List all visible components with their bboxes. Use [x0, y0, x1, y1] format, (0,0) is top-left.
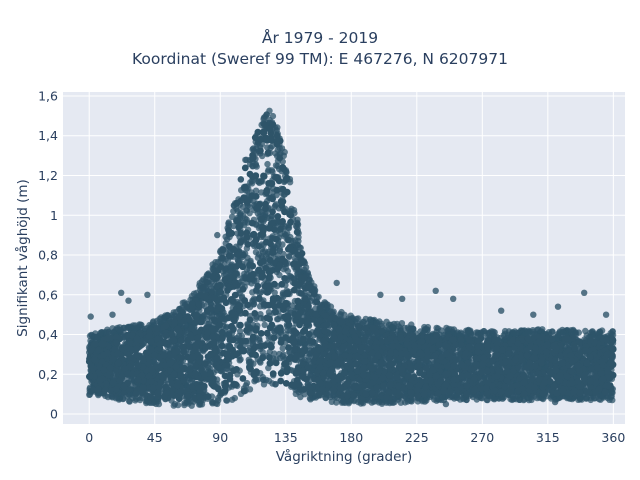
- scatter-point: [155, 400, 163, 408]
- scatter-point: [198, 401, 206, 408]
- scatter-point: [279, 345, 286, 352]
- scatter-point: [214, 394, 222, 402]
- scatter-point: [102, 329, 109, 336]
- scatter-point: [284, 230, 291, 237]
- scatter-point: [268, 143, 276, 150]
- scatter-point: [247, 179, 254, 186]
- chart-title-line-1: År 1979 - 2019: [261, 29, 379, 47]
- scatter-point: [230, 222, 237, 230]
- scatter-point: [263, 376, 270, 384]
- scatter-point: [307, 371, 314, 378]
- scatter-point: [253, 163, 260, 170]
- scatter-point: [271, 350, 278, 357]
- scatter-point: [238, 332, 246, 340]
- scatter-point: [341, 311, 348, 318]
- scatter-point: [190, 290, 198, 297]
- scatter-point: [360, 318, 367, 325]
- scatter-point: [272, 201, 280, 208]
- scatter-point: [478, 395, 486, 402]
- scatter-point: [223, 397, 230, 404]
- scatter-point: [582, 327, 589, 335]
- scatter-point: [460, 395, 467, 403]
- scatter-point: [598, 327, 606, 334]
- scatter-point: [264, 160, 271, 168]
- scatter-point: [181, 401, 188, 409]
- scatter-point: [276, 350, 283, 358]
- scatter-point: [439, 394, 446, 401]
- scatter-point: [137, 321, 144, 328]
- scatter-point: [250, 300, 258, 307]
- scatter-point: [259, 152, 266, 160]
- chart-title-line-2: Koordinat (Sweref 99 TM): E 467276, N 62…: [132, 50, 508, 68]
- scatter-point: [490, 328, 497, 335]
- scatter-point: [285, 252, 293, 260]
- scatter-point: [119, 395, 127, 403]
- scatter-point: [276, 247, 283, 254]
- scatter-point: [293, 223, 301, 231]
- scatter-point: [257, 311, 264, 318]
- scatter-point: [501, 327, 509, 335]
- scatter-point: [252, 315, 260, 322]
- scatter-point: [480, 328, 488, 335]
- scatter-point: [237, 176, 245, 183]
- scatter-point: [529, 327, 537, 334]
- scatter-point: [150, 357, 158, 365]
- scatter-point: [236, 357, 243, 364]
- scatter-point: [126, 397, 133, 405]
- scatter-point: [229, 396, 236, 403]
- scatter-point: [295, 237, 302, 245]
- scatter-point: [263, 111, 270, 118]
- scatter-point: [276, 271, 283, 279]
- scatter-point: [404, 398, 411, 405]
- scatter-point: [491, 396, 498, 403]
- scatter-point: [443, 324, 450, 332]
- scatter-point: [214, 400, 221, 408]
- scatter-point: [254, 376, 261, 383]
- scatter-point: [240, 212, 247, 219]
- scatter-point: [261, 321, 268, 329]
- scatter-point: [516, 396, 523, 403]
- scatter-point: [424, 323, 432, 331]
- scatter-point: [258, 245, 265, 253]
- scatter-point: [373, 319, 381, 326]
- scatter-point: [375, 399, 382, 406]
- scatter-points: [85, 107, 617, 409]
- scatter-point: [589, 328, 596, 335]
- scatter-point: [438, 327, 445, 334]
- scatter-point: [225, 330, 233, 337]
- scatter-point: [345, 400, 352, 407]
- scatter-point: [524, 394, 531, 402]
- scatter-point: [272, 162, 280, 169]
- scatter-point: [324, 301, 331, 308]
- scatter-point: [271, 289, 278, 296]
- scatter-point: [256, 335, 263, 342]
- scatter-point: [328, 398, 335, 405]
- scatter-point: [88, 332, 96, 339]
- scatter-point: [252, 187, 260, 194]
- scatter-point: [407, 325, 415, 332]
- scatter-point: [150, 318, 157, 325]
- scatter-point: [389, 324, 396, 331]
- scatter-point: [86, 391, 93, 398]
- scatter-point: [591, 395, 598, 402]
- scatter-point: [383, 324, 390, 331]
- scatter-point: [510, 395, 517, 402]
- scatter-point: [225, 220, 232, 227]
- scatter-point: [288, 302, 296, 309]
- scatter-point: [209, 261, 216, 268]
- scatter-point: [383, 318, 390, 325]
- scatter-point: [398, 320, 406, 327]
- scatter-point: [222, 324, 229, 331]
- scatter-point: [258, 189, 265, 196]
- scatter-point: [236, 327, 244, 335]
